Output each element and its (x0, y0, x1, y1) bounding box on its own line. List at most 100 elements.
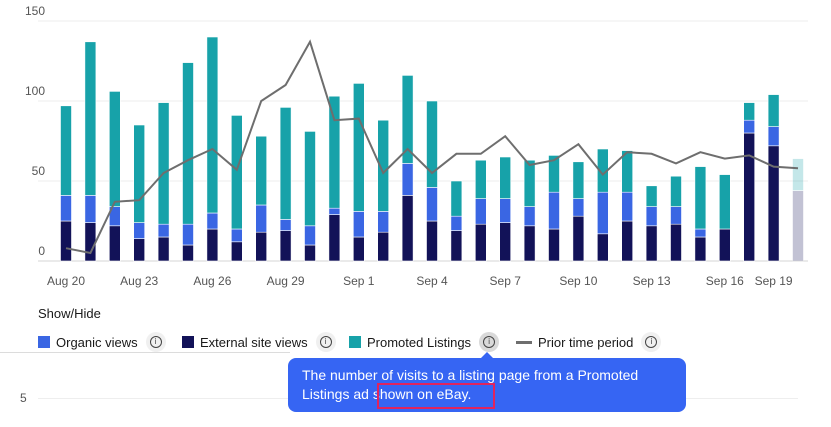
organic-views-bar (596, 191, 609, 235)
x-tick-label: Sep 1 (343, 274, 375, 288)
show-hide-label: Show/Hide (38, 306, 101, 321)
organic-views-bar (694, 228, 707, 238)
organic-views-bar (377, 211, 390, 233)
bar-stack[interactable] (548, 155, 560, 262)
external-site-views-bar (596, 233, 609, 262)
bar-stack[interactable] (572, 161, 585, 262)
organic-views-bar (548, 191, 560, 230)
external-site-views-bar (548, 228, 560, 262)
bar-stack[interactable] (60, 105, 72, 262)
info-icon[interactable]: i (145, 332, 166, 352)
bar-stack[interactable] (377, 119, 390, 262)
bar-stack[interactable] (279, 107, 292, 262)
bar-stack[interactable] (792, 158, 804, 262)
organic-views-bar (206, 212, 219, 230)
organic-views-bar (523, 206, 536, 227)
bar-stack[interactable] (645, 185, 658, 262)
organic-views-bar (231, 228, 243, 243)
bar-stack[interactable] (133, 124, 145, 262)
external-site-views-bar (792, 190, 804, 262)
external-site-views-bar (572, 215, 585, 262)
organic-views-bar (621, 191, 634, 222)
bar-stack[interactable] (84, 41, 97, 262)
external-site-views-bar (157, 236, 170, 262)
y-tick-label: 0 (38, 244, 45, 258)
external-site-views-bar (450, 230, 463, 262)
bar-stack[interactable] (499, 156, 512, 262)
external-site-views-bar (426, 220, 438, 262)
organic-views-bar (450, 215, 463, 231)
bar-stack[interactable] (426, 100, 438, 262)
external-site-views-bar (401, 195, 414, 262)
organic-views-bar (645, 206, 658, 227)
x-tick-label: Sep 4 (416, 274, 448, 288)
bar-stack[interactable] (255, 135, 267, 262)
promoted-listings-bar (352, 83, 365, 212)
legend-prior-time-period[interactable]: Prior time period i (516, 332, 662, 352)
x-tick-label: Aug 23 (120, 274, 158, 288)
prior-time-period-line-swatch (516, 340, 532, 344)
bar-stack[interactable] (767, 94, 780, 262)
external-site-views-bar (718, 228, 731, 262)
bar-stack[interactable] (231, 115, 243, 262)
external-site-views-bar (377, 231, 390, 262)
bar-stack[interactable] (670, 175, 682, 262)
bar-stack[interactable] (352, 83, 365, 262)
promoted-listings-bar (792, 158, 804, 191)
external-site-views-bar (182, 244, 194, 262)
organic-views-bar (157, 223, 170, 238)
organic-views-bar (670, 206, 682, 225)
bar-stack[interactable] (596, 148, 609, 262)
tooltip-text: The number of visits to a listing page f… (302, 367, 639, 402)
external-site-views-bar (767, 145, 780, 262)
promoted-listings-bar (377, 119, 390, 212)
promoted-listings-bar (767, 94, 780, 127)
external-site-views-bar (60, 220, 72, 262)
external-site-views-bar (231, 241, 243, 262)
legend-label: Promoted Listings (367, 334, 472, 350)
bar-stack[interactable] (182, 62, 194, 262)
prior-period-line (65, 39, 799, 255)
promoted-listings-bar (157, 102, 170, 225)
info-icon[interactable]: i (315, 332, 336, 352)
promoted-listings-bar (670, 175, 682, 207)
organic-views-swatch (38, 336, 50, 348)
external-site-views-bar (499, 222, 512, 262)
external-site-views-bar (84, 222, 97, 262)
legend-organic-views[interactable]: Organic views i (38, 332, 166, 352)
bar-stack[interactable] (718, 174, 731, 262)
promoted-listings-swatch (349, 336, 361, 348)
info-icon[interactable]: i (641, 332, 662, 352)
promoted-listings-bar (279, 107, 292, 220)
legend-external-site-views[interactable]: External site views i (182, 332, 336, 352)
legend-label: External site views (200, 334, 308, 350)
bar-stack[interactable] (157, 102, 170, 262)
promoted-listings-bar (109, 91, 121, 207)
promoted-listings-bar (548, 155, 560, 193)
organic-views-bar (767, 126, 780, 147)
highlight-box (377, 383, 495, 409)
bar-stack[interactable] (621, 150, 634, 262)
info-icon[interactable]: i (479, 332, 500, 352)
external-site-views-bar (109, 225, 121, 262)
bar-stack[interactable] (474, 159, 487, 262)
bar-stack[interactable] (328, 95, 341, 262)
x-tick-label: Sep 16 (706, 274, 744, 288)
bar-stack[interactable] (743, 102, 756, 262)
legend-label: Organic views (56, 334, 138, 350)
legend-promoted-listings[interactable]: Promoted Listings i (349, 332, 500, 352)
bar-stack[interactable] (401, 75, 414, 262)
bar-stack[interactable] (206, 36, 219, 262)
bar-stack[interactable] (109, 91, 121, 262)
organic-views-bar (401, 163, 414, 196)
promoted-listings-bar (426, 100, 438, 188)
bar-stack[interactable] (523, 159, 536, 262)
bar-stack[interactable] (304, 131, 316, 262)
x-tick-label: Sep 19 (755, 274, 793, 288)
bar-stacks (60, 36, 804, 262)
bar-stack[interactable] (450, 180, 463, 262)
promoted-listings-bar (231, 115, 243, 230)
promoted-listings-bar (499, 156, 512, 199)
external-site-views-bar (279, 230, 292, 262)
bar-stack[interactable] (694, 166, 707, 262)
